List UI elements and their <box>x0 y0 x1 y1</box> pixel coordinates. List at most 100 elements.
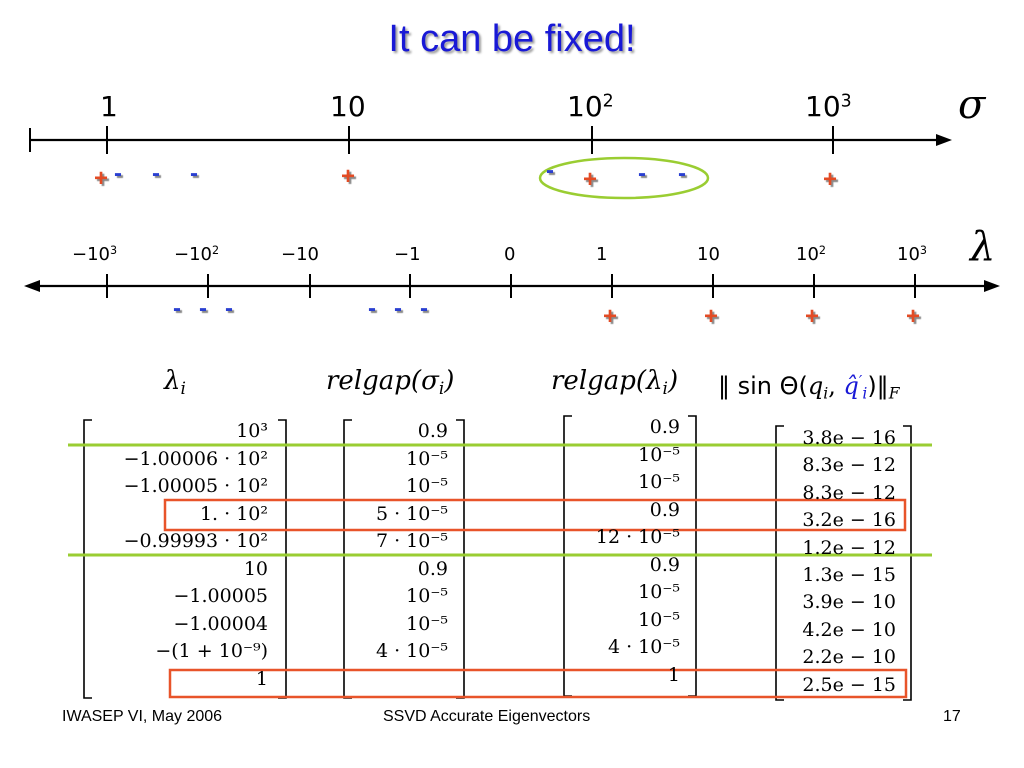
table-cell-lambda: 10³ <box>236 420 268 442</box>
bracket-right-relgap-sigma <box>456 419 465 699</box>
header-prime: ′ <box>858 371 863 390</box>
header-sin-theta: ‖ sin Θ(qi, q̂′i)‖F <box>718 371 900 403</box>
footer-page-number: 17 <box>943 708 961 725</box>
footer-talk-title: SSVD Accurate Eigenvectors <box>383 708 591 725</box>
table-cell-sin-theta: 3.2e − 16 <box>802 509 896 532</box>
table-cell-lambda: −1.00006 · 10² <box>123 447 268 470</box>
table-cell-relgap-sigma: 4 · 10⁻⁵ <box>375 640 448 662</box>
table-cell-lambda: −1.00005 · 10² <box>123 475 268 497</box>
lambda-axis-right-arrowhead <box>984 280 1000 292</box>
table-cell-sin-theta: 1.2e − 12 <box>802 536 896 559</box>
lambda-tick-label: −102 <box>174 244 219 265</box>
table-cell-relgap-lambda: 10⁻⁵ <box>638 581 680 603</box>
lambda-sign: - <box>368 295 376 322</box>
header-subscript: i <box>662 378 668 399</box>
header-qhat: q̂′i <box>843 371 868 401</box>
lambda-axis-left-arrowhead <box>24 280 40 292</box>
sigma-tick-label: 1 <box>100 90 118 123</box>
sigma-sign: + <box>583 166 598 193</box>
tick-exponent: 2 <box>818 243 827 257</box>
tick-base: 1 <box>100 90 118 123</box>
lambda-tick-label: −103 <box>72 244 117 265</box>
tick-base: 1 <box>596 244 608 265</box>
lambda-sign: - <box>394 295 402 322</box>
header-symbol: λ <box>646 366 663 396</box>
table-cell-relgap-sigma: 10⁻⁵ <box>406 585 448 607</box>
sigma-sign: + <box>94 165 109 192</box>
lambda-tick-label: −10 <box>281 244 319 265</box>
footer-conference: IWASEP VI, May 2006 <box>62 708 223 725</box>
sigma-sign: + <box>341 163 356 190</box>
lambda-sign: + <box>906 303 921 330</box>
table-cell-sin-theta: 2.2e − 10 <box>802 646 896 669</box>
tick-base: 10 <box>567 90 603 123</box>
sigma-sign: - <box>114 160 122 187</box>
lambda-sign: - <box>173 295 181 322</box>
lambda-sign: + <box>603 303 618 330</box>
sigma-sign: - <box>546 157 554 184</box>
header-symbol: q̂ <box>843 372 859 400</box>
table-cell-relgap-lambda: 10⁻⁵ <box>638 471 680 493</box>
lambda-axis-symbol: λ <box>970 224 996 270</box>
header-close: ) <box>667 366 679 396</box>
table-cell-relgap-sigma: 0.9 <box>417 420 448 442</box>
tick-base: 10 <box>330 90 366 123</box>
table-cell-relgap-lambda: 0.9 <box>649 498 680 521</box>
tick-base: −10 <box>174 244 212 265</box>
table-cell-relgap-sigma: 7 · 10⁻⁵ <box>375 530 448 552</box>
table-cell-relgap-sigma: 0.9 <box>417 557 448 580</box>
table-cell-relgap-sigma: 10⁻⁵ <box>406 612 448 635</box>
tick-base: 10 <box>697 244 720 265</box>
tick-exponent: 2 <box>602 91 614 112</box>
sigma-tick-label: 103 <box>805 90 852 123</box>
tick-exponent: 3 <box>919 243 928 257</box>
highlight-box-row-4 <box>163 498 907 532</box>
bracket-right-lambda <box>278 419 287 699</box>
header-lambda: λi <box>164 366 186 397</box>
bracket-left-sin-theta <box>775 425 784 701</box>
table-cell-sin-theta: 3.9e − 10 <box>802 591 896 614</box>
sigma-sign: - <box>638 160 646 187</box>
lambda-sign: + <box>704 303 719 330</box>
table-cell-sin-theta: 3.8e − 16 <box>802 427 896 449</box>
table-cell-lambda: −1.00005 <box>173 585 269 607</box>
sigma-sign: - <box>152 160 160 187</box>
header-symbol: σ <box>421 366 439 396</box>
tick-base: −1 <box>394 244 421 265</box>
sigma-sign: - <box>190 160 198 187</box>
table-cell-relgap-lambda: 0.9 <box>649 416 680 438</box>
header-relgap-lambda: relgap(λi) <box>551 366 679 399</box>
table-cell-relgap-lambda: 10⁻⁵ <box>638 608 680 631</box>
header-close: ) <box>444 366 455 396</box>
slide-title: It can be fixed! <box>388 18 636 60</box>
header-close: )‖ <box>867 372 889 400</box>
table-cell-relgap-lambda: 0.9 <box>649 553 680 576</box>
sigma-sign: + <box>823 166 838 193</box>
header-function: ‖ sin Θ( <box>718 372 808 400</box>
header-subscript: i <box>823 384 829 403</box>
tick-base: 10 <box>897 244 920 265</box>
table-cell-relgap-sigma: 5 · 10⁻⁵ <box>375 502 448 525</box>
sigma-axis-arrowhead <box>936 134 952 146</box>
header-symbol: q <box>807 372 824 400</box>
header-separator: , <box>828 372 844 400</box>
table-cell-lambda: 1 <box>255 667 268 690</box>
sigma-axis-symbol: σ <box>958 82 986 128</box>
table-cell-lambda: −(1 + 10⁻⁹) <box>155 640 268 662</box>
table-cell-relgap-lambda: 10⁻⁵ <box>638 443 680 466</box>
lambda-tick-label: 103 <box>897 244 927 265</box>
lambda-tick-label: −1 <box>394 244 421 265</box>
lambda-axis <box>24 274 1000 298</box>
lambda-sign: - <box>225 295 233 322</box>
lambda-sign: + <box>805 303 820 330</box>
cluster-highlight-ellipse <box>538 156 710 200</box>
table-cell-sin-theta: 2.5e − 15 <box>802 673 896 696</box>
sigma-axis <box>29 126 952 154</box>
table-cell-sin-theta: 1.3e − 15 <box>802 564 896 586</box>
bracket-left-relgap-sigma <box>343 419 352 699</box>
lambda-sign: - <box>420 295 428 322</box>
lambda-sign: - <box>199 295 207 322</box>
table-cell-lambda: 10 <box>243 557 268 580</box>
